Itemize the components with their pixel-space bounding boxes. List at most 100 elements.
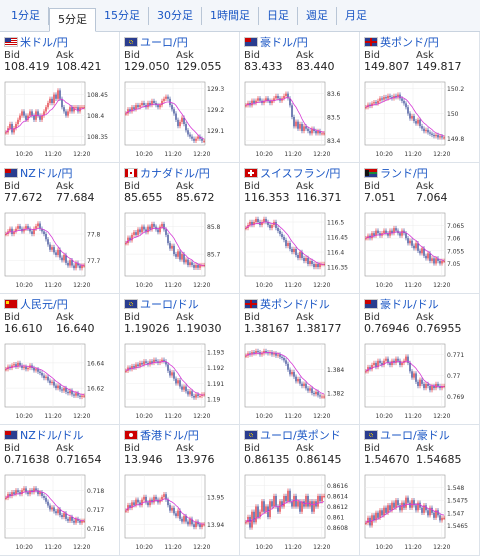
pair-title-link[interactable]: ランド/円 xyxy=(364,166,428,180)
candlestick-chart[interactable]: 150.2 150 149.8 10:20 11:20 12:20 xyxy=(363,79,477,159)
candle-body xyxy=(377,230,379,234)
candle-body xyxy=(45,234,47,240)
candle-body xyxy=(255,351,257,354)
x-tick-label: 11:20 xyxy=(44,413,61,420)
tab-timeframe-6[interactable]: 週足 xyxy=(298,6,337,25)
candlestick-chart[interactable]: 7.065 7.06 7.055 7.05 10:20 11:20 12:20 xyxy=(363,210,477,290)
candle-body xyxy=(171,507,173,511)
pair-title-link[interactable]: カナダドル/円 xyxy=(124,166,210,180)
candle-body xyxy=(57,249,59,255)
candlestick-chart[interactable]: 1.548 1.5475 1.547 1.5465 10:20 11:20 12:20 xyxy=(363,472,477,552)
candlestick-chart[interactable]: 1.193 1.192 1.191 1.19 10:20 11:20 12:20 xyxy=(123,341,237,421)
candle-body xyxy=(199,524,201,528)
candle-body xyxy=(303,383,305,386)
rate-panel: ユーロ/豪ドル Bid Ask 1.54670 1.54685 1.548 1.5475 1.… xyxy=(360,425,480,556)
candle-body xyxy=(197,136,199,139)
pair-title-link[interactable]: NZドル/ドル xyxy=(4,428,83,442)
candlestick-chart[interactable]: 0.8616 0.8614 0.8612 0.861 0.8608 10:20 11:20 1… xyxy=(243,472,357,552)
candle-body xyxy=(251,100,253,106)
pair-title-link[interactable]: 香港ドル/円 xyxy=(124,428,199,442)
candle-body xyxy=(163,223,165,230)
candle-body xyxy=(429,132,431,134)
candle-body xyxy=(171,245,173,249)
candle-body xyxy=(401,98,403,101)
flag-cn-icon xyxy=(4,299,18,309)
x-tick-label: 11:20 xyxy=(44,544,61,551)
pair-title-link[interactable]: ユーロ/ドル xyxy=(124,297,199,311)
candlestick-chart[interactable]: 83.6 83.5 83.4 10:20 11:20 12:20 xyxy=(243,79,357,159)
pair-title-link[interactable]: 豪ドル/ドル xyxy=(364,297,439,311)
candle-body xyxy=(381,98,383,100)
candlestick-chart[interactable]: 1.384 1.382 10:20 11:20 12:20 xyxy=(243,341,357,421)
tab-timeframe-4[interactable]: 1時間足 xyxy=(202,6,259,25)
candlestick-chart[interactable]: 16.64 16.62 10:20 11:20 12:20 xyxy=(3,341,117,421)
pair-title-link[interactable]: ユーロ/豪ドル xyxy=(364,428,450,442)
candle-body xyxy=(75,518,77,523)
y-tick-label: 16.64 xyxy=(87,360,104,367)
candle-body xyxy=(263,351,265,354)
candle-body xyxy=(41,492,43,496)
candle-body xyxy=(373,102,375,104)
candlestick-chart[interactable]: 0.718 0.717 0.716 10:20 11:20 12:20 xyxy=(3,472,117,552)
candlestick-chart[interactable]: 108.45 108.4 108.35 10:20 11:20 12:20 xyxy=(3,79,117,159)
bid-value: 1.19026 xyxy=(124,322,170,335)
y-tick-label: 77.7 xyxy=(87,258,101,265)
ask-label: Ask xyxy=(56,50,74,61)
pair-title-link[interactable]: スイスフラン/円 xyxy=(244,166,340,180)
pair-title-link[interactable]: 人民元/円 xyxy=(4,297,68,311)
candle-body xyxy=(195,265,197,268)
pair-title-link[interactable]: 英ポンド/ドル xyxy=(244,297,330,311)
candle-body xyxy=(181,518,183,522)
rate-panel: 英ポンド/円 Bid Ask 149.807 149.817 150.2 150 149.8 1… xyxy=(360,32,480,163)
candlestick-chart[interactable]: 13.95 13.94 10:20 11:20 12:20 xyxy=(123,472,237,552)
candle-body xyxy=(423,383,425,389)
pair-title-link[interactable]: 米ドル/円 xyxy=(4,35,68,49)
pair-title-link[interactable]: 豪ドル/円 xyxy=(244,35,308,49)
tab-timeframe-1[interactable]: 5分足 xyxy=(49,7,96,32)
candle-body xyxy=(373,515,375,521)
candle-body xyxy=(245,355,247,357)
y-tick-label: 150.2 xyxy=(447,86,464,93)
tab-timeframe-3[interactable]: 30分足 xyxy=(149,6,202,25)
tab-timeframe-5[interactable]: 日足 xyxy=(259,6,298,25)
candlestick-chart[interactable]: 77.8 77.7 10:20 11:20 12:20 xyxy=(3,210,117,290)
ask-label: Ask xyxy=(176,181,194,192)
candle-body xyxy=(183,117,185,124)
candle-body xyxy=(371,233,373,239)
pair-title-link[interactable]: ユーロ/英ポンド xyxy=(244,428,341,442)
candle-body xyxy=(53,381,55,386)
candle-body xyxy=(305,496,307,507)
candle-body xyxy=(135,105,137,110)
pair-title-link[interactable]: NZドル/円 xyxy=(4,166,72,180)
x-tick-label: 11:20 xyxy=(284,282,301,289)
candle-body xyxy=(293,249,295,252)
pair-title-link[interactable]: 英ポンド/円 xyxy=(364,35,439,49)
candlestick-chart[interactable]: 0.771 0.77 0.769 10:20 11:20 12:20 xyxy=(363,341,477,421)
pair-title-link[interactable]: ユーロ/円 xyxy=(124,35,188,49)
x-tick-label: 10:20 xyxy=(16,544,33,551)
tab-timeframe-0[interactable]: 1分足 xyxy=(3,6,49,25)
candlestick-chart[interactable]: 85.8 85.7 10:20 11:20 12:20 xyxy=(123,210,237,290)
candlestick-chart[interactable]: 129.3 129.2 129.1 10:20 11:20 12:20 xyxy=(123,79,237,159)
candlestick-chart[interactable]: 116.5 116.45 116.4 116.35 10:20 11:20 12:20 xyxy=(243,210,357,290)
candle-body xyxy=(415,373,417,382)
candle-body xyxy=(197,394,199,396)
x-tick-label: 11:20 xyxy=(284,151,301,158)
candle-body xyxy=(177,251,179,257)
candle-body xyxy=(181,254,183,260)
candle-body xyxy=(21,490,23,495)
rate-panel: 英ポンド/ドル Bid Ask 1.38167 1.38177 1.384 1.382 10:… xyxy=(240,294,360,425)
tab-timeframe-7[interactable]: 月足 xyxy=(345,8,367,22)
tab-timeframe-2[interactable]: 15分足 xyxy=(96,6,149,25)
candle-body xyxy=(187,521,189,525)
candle-body xyxy=(151,100,153,106)
candle-body xyxy=(177,510,179,517)
x-tick-label: 11:20 xyxy=(164,282,181,289)
candle-body xyxy=(283,496,285,507)
ask-value: 16.640 xyxy=(56,322,95,335)
candle-body xyxy=(67,262,69,266)
moving-average-line xyxy=(5,98,85,133)
candle-body xyxy=(35,369,37,371)
candle-body xyxy=(199,265,201,268)
candle-body xyxy=(389,362,391,365)
